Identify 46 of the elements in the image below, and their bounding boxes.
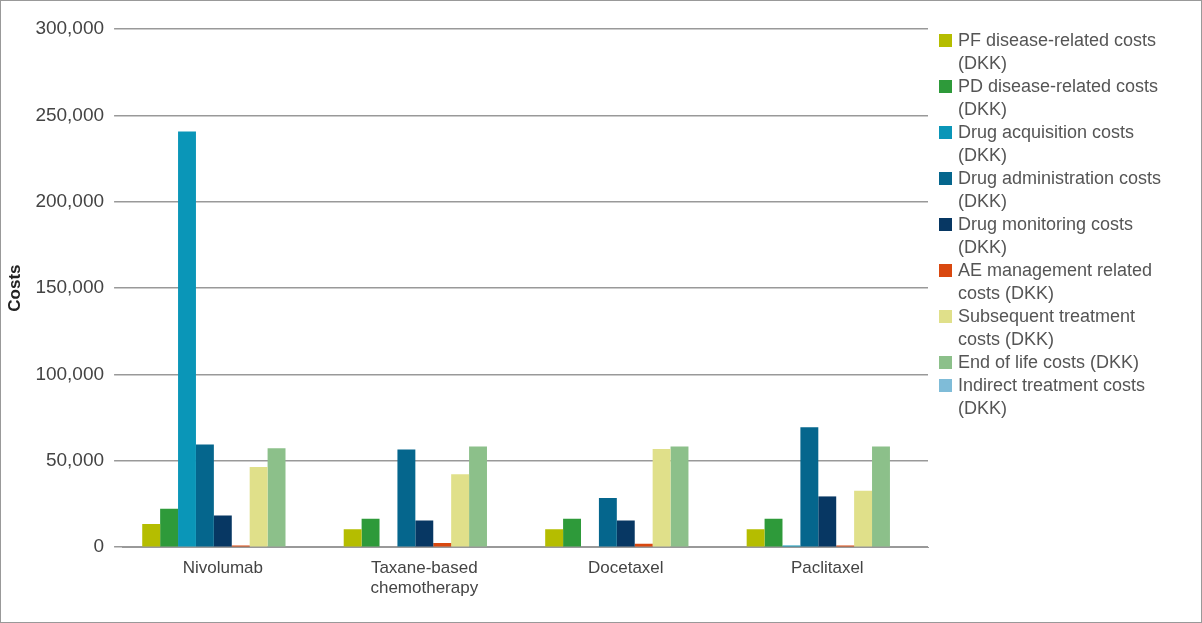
bar (545, 529, 564, 547)
bar (818, 496, 837, 547)
bar (361, 518, 380, 547)
bar (854, 490, 873, 547)
y-tick-label: 0 (93, 535, 105, 557)
bar (160, 508, 179, 547)
bar (178, 131, 196, 547)
bar (415, 520, 434, 547)
bar (213, 515, 232, 547)
y-axis-title: Costs (4, 264, 24, 312)
legend-label: Drug monitoring costs (DKK) (958, 213, 1135, 259)
bar (746, 529, 765, 547)
bar (469, 446, 487, 547)
x-tick-label: Docetaxel (587, 558, 664, 578)
legend-label: Indirect treatment costs (DKK) (958, 374, 1147, 420)
bar (800, 427, 819, 547)
x-tick-label: Paclitaxel (790, 558, 864, 578)
bar (652, 448, 671, 547)
bar (670, 446, 689, 547)
legend-label: Drug administration costs (DKK) (958, 167, 1163, 213)
x-tick-label: Taxane-based chemotherapy (370, 558, 479, 598)
bar (249, 466, 268, 547)
legend-label: PF disease-related costs (DKK) (958, 29, 1158, 75)
y-tick-label: 300,000 (35, 17, 105, 39)
bar (764, 518, 783, 547)
y-tick-label: 50,000 (45, 449, 105, 471)
legend-label: End of life costs (DKK) (958, 351, 1140, 374)
y-tick-label: 250,000 (35, 103, 105, 125)
y-tick-label: 100,000 (35, 362, 105, 384)
bar (267, 448, 286, 547)
bar (397, 449, 416, 547)
bar (343, 529, 362, 547)
legend-label: Subsequent treatment costs (DKK) (958, 305, 1137, 351)
legend-label: PD disease-related costs (DKK) (958, 75, 1160, 121)
bar (872, 446, 890, 547)
bar (616, 520, 635, 547)
legend-label: AE management related costs (DKK) (958, 259, 1154, 305)
y-tick-label: 150,000 (35, 276, 105, 298)
bar (598, 497, 617, 547)
bar (563, 518, 582, 547)
bar (142, 523, 161, 547)
bar (195, 444, 214, 547)
legend-label: Drug acquisition costs (DKK) (958, 121, 1136, 167)
y-tick-label: 200,000 (35, 189, 105, 211)
x-tick-label: Nivolumab (182, 558, 263, 578)
bar (451, 474, 470, 547)
